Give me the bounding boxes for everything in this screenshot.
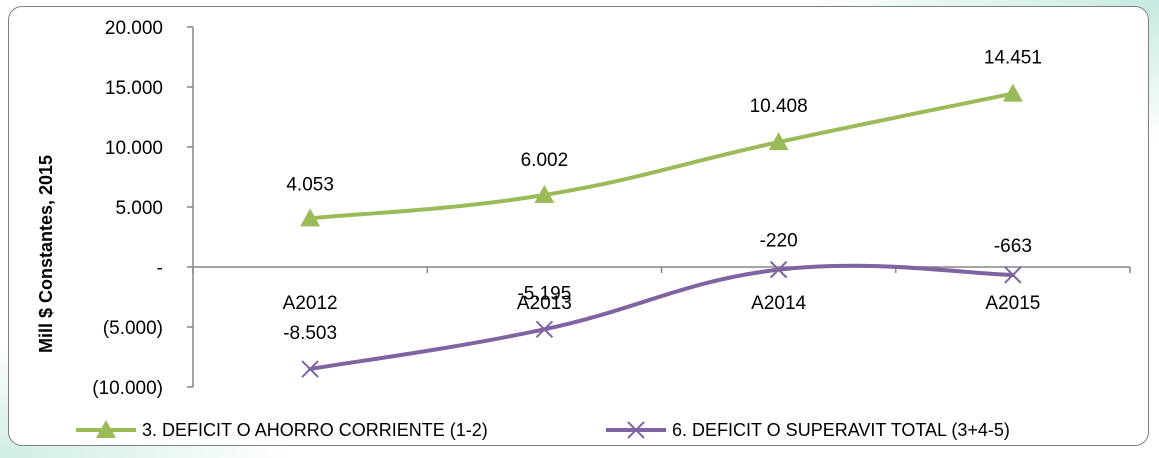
y-tick-label: (10.000) — [92, 378, 163, 399]
legend-label: 6. DEFICIT O SUPERAVIT TOTAL (3+4-5) — [672, 420, 1010, 440]
data-labels: 4.053 6.002 10.408 14.451 -8.503 -5.195 -220 -6… — [283, 48, 1042, 344]
series-2-point — [769, 260, 788, 279]
y-tick-label: - — [157, 258, 163, 279]
legend-label: 3. DEFICIT O AHORRO CORRIENTE (1-2) — [142, 420, 488, 440]
x-tick-label: A2012 — [283, 293, 338, 314]
x-tick-label: A2015 — [985, 293, 1040, 314]
data-label: -5.195 — [517, 283, 571, 304]
axes: 20.000 15.000 10.000 5.000 - (5.000) (10.000) A… — [92, 18, 1131, 399]
x-tick-label: A2014 — [751, 293, 806, 314]
legend-marker — [96, 420, 116, 438]
series-line-2 — [308, 263, 1015, 372]
series-2-point — [1004, 266, 1022, 284]
data-label: -663 — [994, 236, 1032, 257]
series-line-1 — [308, 91, 1015, 221]
y-tick-label: 15.000 — [105, 78, 163, 99]
series-1-point — [534, 184, 555, 203]
legend: 3. DEFICIT O AHORRO CORRIENTE (1-2) 6. DE… — [76, 420, 1010, 440]
series-1-point — [300, 208, 321, 227]
data-label: 10.408 — [750, 96, 808, 117]
y-tick-label: 5.000 — [115, 198, 163, 219]
y-axis-title: Mill $ Constantes, 2015 — [36, 155, 56, 353]
data-label: -220 — [760, 231, 798, 252]
y-tick-label: (5.000) — [103, 318, 163, 339]
series-1-point — [768, 132, 789, 151]
series-2-point — [301, 360, 319, 378]
series-2-point — [535, 320, 554, 339]
legend-item-1: 3. DEFICIT O AHORRO CORRIENTE (1-2) — [76, 420, 488, 440]
y-tick-label: 10.000 — [105, 138, 163, 159]
data-label: 6.002 — [521, 150, 569, 171]
data-label: 4.053 — [286, 174, 334, 195]
legend-item-2: 6. DEFICIT O SUPERAVIT TOTAL (3+4-5) — [606, 420, 1010, 440]
y-tick-label: 20.000 — [105, 18, 163, 39]
series-1-point — [1002, 83, 1023, 102]
x-tick-label: A2013 — [517, 293, 572, 314]
legend-marker — [627, 421, 645, 439]
chart-frame — [8, 6, 1149, 446]
data-label: 14.451 — [984, 48, 1042, 69]
series-layer — [300, 83, 1023, 378]
data-label: -8.503 — [283, 323, 337, 344]
